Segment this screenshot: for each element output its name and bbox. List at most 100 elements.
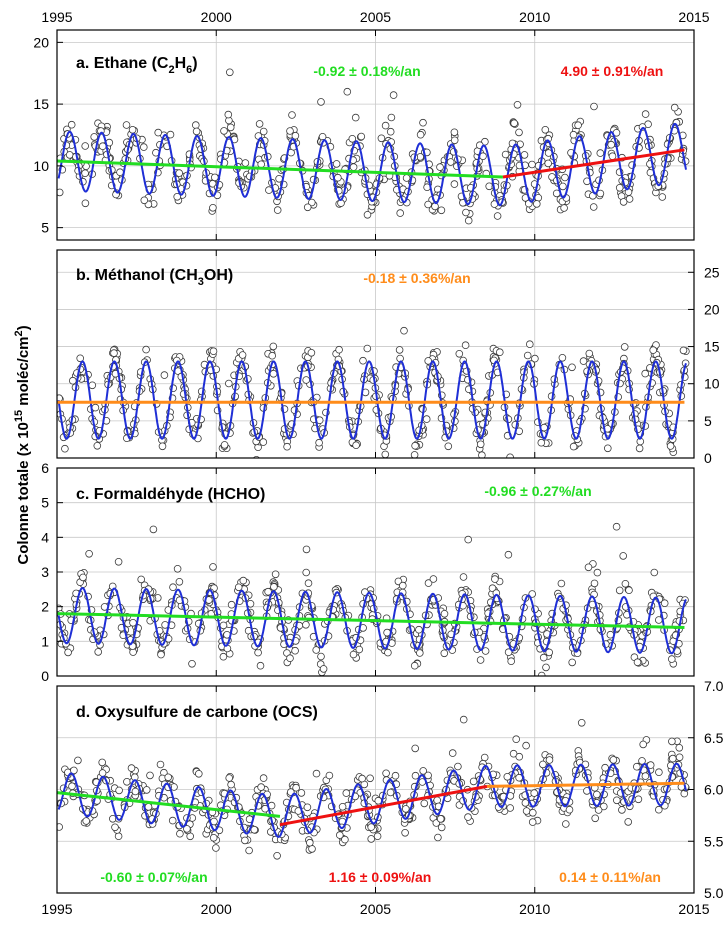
observation-point (334, 173, 342, 182)
observation-point (209, 204, 217, 212)
observation-point (291, 131, 300, 140)
observation-point (596, 189, 605, 198)
observation-point (609, 756, 618, 764)
observation-point (317, 652, 325, 661)
y-tick-label: 0 (704, 450, 712, 466)
x-tick-label-bottom: 2005 (360, 901, 391, 917)
observation-point (195, 769, 203, 778)
seasonal-fit-line-ethane (57, 122, 687, 207)
observation-point (557, 579, 566, 588)
observation-point (68, 782, 76, 790)
observation-point (90, 133, 98, 141)
observation-point (238, 351, 247, 359)
y-tick-label: 4 (41, 529, 49, 545)
observation-point (569, 130, 578, 139)
observation-point (528, 808, 537, 817)
observation-point (226, 123, 235, 132)
observation-point (304, 579, 313, 587)
observation-point (667, 655, 676, 663)
observation-point (114, 557, 123, 566)
observation-point (603, 444, 612, 453)
observation-point (450, 180, 459, 188)
observation-point (220, 127, 228, 135)
observation-point (343, 87, 352, 96)
observation-point (175, 169, 184, 177)
observation-point (291, 646, 299, 655)
observation-point (488, 584, 497, 592)
y-tick-label: 6.5 (704, 730, 724, 746)
observation-point (624, 818, 632, 826)
observation-point (638, 757, 646, 765)
observation-point (464, 535, 473, 544)
observation-point (545, 756, 554, 764)
text-layer: -0.92 ± 0.18%/an 4.90 ± 0.91%/an5101520a.… (13, 9, 724, 917)
observation-point (303, 803, 312, 812)
observation-point (226, 68, 234, 77)
observation-point (507, 657, 516, 665)
observation-point (169, 583, 177, 591)
observation-point (335, 831, 344, 839)
observation-point (593, 568, 602, 577)
y-axis-label: Colonne totale (x 1015 moléc/cm2) (13, 325, 32, 564)
observation-point (660, 599, 669, 607)
observation-point (592, 790, 601, 799)
observation-point (312, 769, 321, 778)
observation-point (183, 825, 191, 833)
trend-line-ocs-2 (486, 781, 685, 788)
observation-point (495, 348, 504, 357)
y-tick-label: 15 (704, 339, 720, 355)
observation-point (129, 618, 137, 627)
observation-point (302, 545, 311, 554)
observation-point (424, 357, 433, 365)
observation-point (635, 444, 644, 453)
observation-point (434, 833, 442, 842)
panel-title-methanol: b. Méthanol (CH3OH) (76, 267, 233, 288)
observation-point (128, 126, 137, 134)
observation-point (220, 441, 229, 449)
observation-point (144, 803, 153, 811)
observation-point (429, 575, 438, 583)
observation-point (116, 168, 124, 177)
observation-point (450, 128, 459, 137)
y-tick-label: 15 (33, 96, 49, 112)
observation-point (387, 113, 396, 122)
observation-point (612, 522, 621, 531)
observation-point (531, 354, 539, 363)
observation-point (530, 789, 538, 797)
observation-point (619, 198, 628, 206)
observation-point (93, 441, 102, 450)
observation-point (544, 159, 552, 168)
observation-point (225, 379, 233, 388)
observation-point (81, 169, 89, 178)
observation-point (675, 753, 684, 762)
observation-point (88, 381, 97, 390)
y-tick-label: 3 (41, 564, 49, 580)
observation-point (654, 805, 663, 814)
observation-point (455, 349, 464, 358)
observation-point (401, 805, 410, 813)
observation-point (164, 773, 173, 782)
observation-point (302, 620, 310, 629)
observation-point (522, 741, 530, 750)
observation-point (348, 135, 357, 143)
observation-point (363, 344, 372, 353)
observation-point (670, 103, 679, 112)
observation-point (569, 442, 578, 451)
observation-point (480, 753, 489, 762)
observation-point (79, 573, 87, 582)
observation-point (584, 563, 593, 572)
y-tick-label: 20 (33, 34, 49, 50)
observation-point (160, 371, 169, 379)
seasonal-fit-line-ocs (57, 762, 687, 838)
panel-title-ocs: d. Oxysulfure de carbone (OCS) (76, 704, 318, 721)
observation-point (367, 823, 376, 831)
observation-point (338, 802, 347, 811)
observation-point (168, 816, 177, 825)
observation-point (559, 182, 567, 191)
observation-point (504, 648, 513, 656)
observation-point (57, 188, 64, 197)
observation-point (599, 802, 608, 811)
observation-point (127, 764, 136, 772)
observation-point (349, 650, 358, 659)
observation-point (351, 113, 360, 122)
